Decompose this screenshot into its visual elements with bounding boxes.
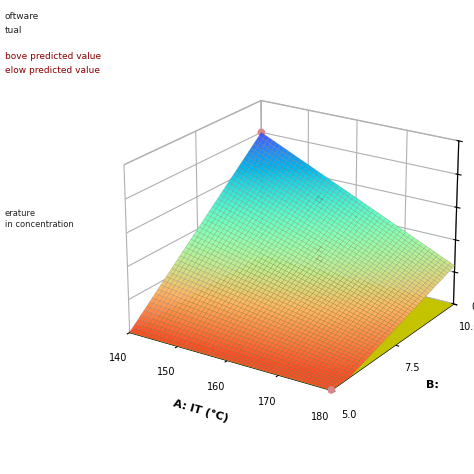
Y-axis label: B:: B: — [426, 380, 439, 390]
Text: erature: erature — [5, 209, 36, 218]
Text: in concentration: in concentration — [5, 220, 73, 229]
X-axis label: A: IT (°C): A: IT (°C) — [172, 398, 229, 423]
Text: elow predicted value: elow predicted value — [5, 66, 100, 75]
Text: tual: tual — [5, 26, 22, 35]
Text: oftware: oftware — [5, 12, 39, 21]
Text: bove predicted value: bove predicted value — [5, 52, 101, 61]
